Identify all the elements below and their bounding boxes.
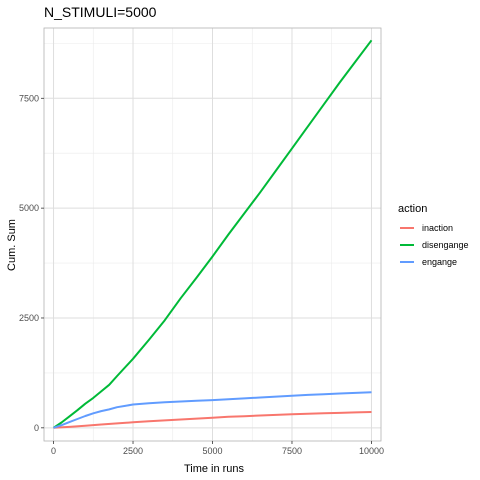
legend: action inaction disengange engange (398, 203, 469, 267)
series-layer (52, 39, 373, 429)
x-tick-label: 2500 (123, 446, 143, 456)
legend-title: action (398, 203, 427, 215)
y-axis: 0 2500 5000 7500 (19, 93, 44, 433)
y-tick-label: 2500 (19, 313, 39, 323)
legend-label-engange: engange (422, 257, 457, 267)
grid (44, 28, 381, 441)
x-tick-label: 7500 (282, 446, 302, 456)
y-tick-label: 7500 (19, 93, 39, 103)
y-axis-label: Cum. Sum (6, 219, 18, 271)
x-axis-label: Time in runs (184, 463, 245, 475)
y-tick-label: 5000 (19, 203, 39, 213)
chart-title: N_STIMULI=5000 (44, 4, 157, 20)
x-axis: 0 2500 5000 7500 10000 (51, 441, 384, 456)
y-tick-label: 0 (34, 423, 39, 433)
x-tick-label: 0 (51, 446, 56, 456)
legend-label-inaction: inaction (422, 223, 453, 233)
series-line-inaction (53, 411, 372, 429)
series-line-engange (53, 391, 372, 429)
legend-label-disengange: disengange (422, 240, 469, 250)
x-tick-label: 10000 (359, 446, 384, 456)
series-line-disengange (52, 39, 373, 429)
x-tick-label: 5000 (202, 446, 222, 456)
